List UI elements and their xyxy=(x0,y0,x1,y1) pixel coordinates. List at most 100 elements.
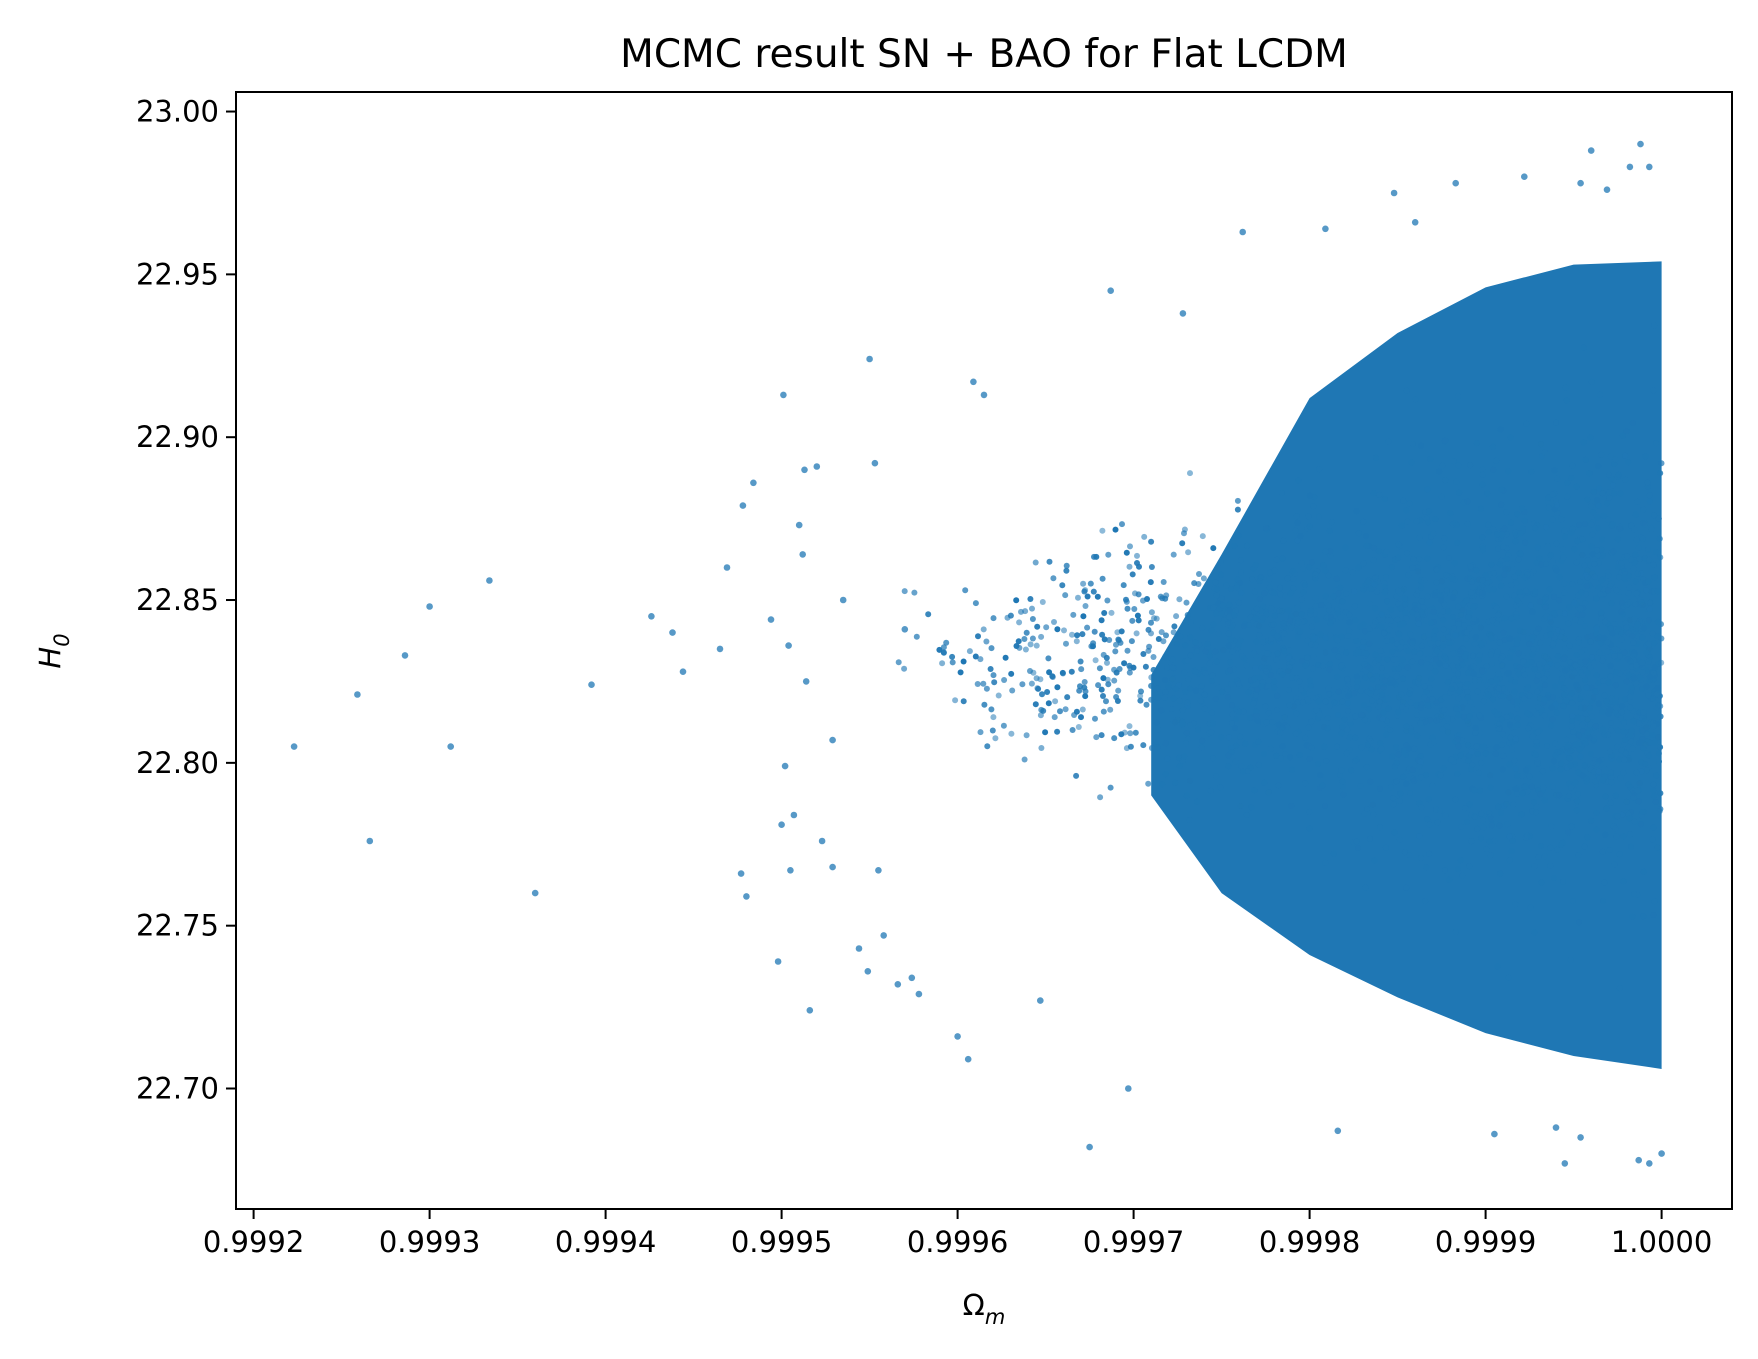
y-tick-label: 22.70 xyxy=(136,1072,219,1106)
cloud-point xyxy=(1451,589,1458,596)
cloud-point xyxy=(1137,697,1144,704)
cloud-point xyxy=(1639,659,1646,666)
cloud-point xyxy=(1505,789,1512,796)
cloud-point xyxy=(1403,742,1410,749)
cloud-point xyxy=(1388,637,1395,644)
cloud-point xyxy=(1322,649,1329,656)
cloud-point xyxy=(1525,635,1532,641)
cloud-point xyxy=(1233,742,1240,749)
cloud-point xyxy=(1581,843,1588,850)
cloud-point xyxy=(1423,772,1429,779)
cloud-point xyxy=(1617,490,1624,497)
x-tick-label: 0.9997 xyxy=(1083,1225,1184,1259)
cloud-point xyxy=(1654,691,1661,697)
cloud-point xyxy=(1617,775,1624,782)
cloud-point xyxy=(1187,470,1193,477)
cloud-point xyxy=(1212,696,1219,702)
cloud-point xyxy=(1474,825,1481,832)
cloud-point xyxy=(1327,620,1334,627)
cloud-point xyxy=(1210,720,1216,727)
cloud-point xyxy=(1625,756,1632,763)
cloud-point xyxy=(1463,635,1470,642)
cloud-point xyxy=(1172,779,1179,786)
cloud-point xyxy=(1169,676,1176,683)
cloud-point xyxy=(1524,788,1531,795)
cloud-point xyxy=(1098,617,1105,624)
cloud-point xyxy=(1409,658,1416,665)
cloud-point xyxy=(1432,668,1439,675)
cloud-point xyxy=(1506,761,1513,768)
cloud-point xyxy=(1651,322,1658,329)
cloud-point xyxy=(1575,852,1582,859)
cloud-point xyxy=(1165,682,1172,689)
cloud-point xyxy=(1511,757,1518,764)
cloud-point xyxy=(1039,691,1045,698)
cloud-point xyxy=(1279,743,1286,750)
cloud-point xyxy=(1646,645,1653,652)
cloud-point xyxy=(1107,784,1114,791)
cloud-point xyxy=(1608,774,1615,781)
cloud-point xyxy=(1522,783,1529,790)
cloud-point xyxy=(1459,661,1466,668)
cloud-point xyxy=(1464,681,1471,687)
data-point xyxy=(964,1055,972,1063)
cloud-point xyxy=(1535,672,1542,679)
cloud-point xyxy=(1583,591,1589,598)
cloud-point xyxy=(1415,568,1421,575)
cloud-point xyxy=(1511,573,1518,580)
data-point xyxy=(1577,179,1584,187)
cloud-point xyxy=(1322,859,1329,866)
cloud-point xyxy=(1431,636,1438,642)
cloud-point xyxy=(1651,739,1658,746)
cloud-point xyxy=(1577,605,1584,612)
cloud-point xyxy=(1273,656,1280,663)
cloud-point xyxy=(980,626,987,633)
cloud-point xyxy=(1353,684,1360,690)
cloud-point xyxy=(1274,692,1281,699)
data-point xyxy=(531,889,539,897)
cloud-point xyxy=(1516,589,1523,595)
cloud-point xyxy=(1584,557,1591,564)
cloud-point xyxy=(1397,621,1404,628)
cloud-point xyxy=(1295,633,1301,640)
cloud-point xyxy=(1630,565,1637,572)
cloud-point xyxy=(1439,462,1446,469)
cloud-point xyxy=(1584,670,1591,677)
cloud-point xyxy=(1606,489,1613,496)
cloud-point xyxy=(960,698,967,705)
cloud-point xyxy=(1098,732,1105,739)
cloud-point xyxy=(1367,585,1374,592)
cloud-point xyxy=(1335,653,1342,660)
cloud-point xyxy=(1616,653,1623,660)
cloud-point xyxy=(1360,560,1367,567)
cloud-point xyxy=(1625,590,1632,597)
cloud-point xyxy=(1487,746,1494,753)
cloud-point xyxy=(1613,587,1620,594)
cloud-point xyxy=(1372,605,1379,612)
cloud-point xyxy=(1029,616,1036,622)
cloud-point xyxy=(1529,608,1536,615)
cloud-point xyxy=(1427,640,1434,647)
cloud-point xyxy=(1063,567,1070,574)
cloud-point xyxy=(1275,782,1282,789)
cloud-point xyxy=(1520,658,1527,665)
cloud-point xyxy=(1576,732,1583,739)
cloud-point xyxy=(1327,552,1334,559)
cloud-point xyxy=(1170,551,1177,558)
cloud-point xyxy=(1582,740,1589,747)
cloud-point xyxy=(1302,734,1309,741)
cloud-point xyxy=(1433,699,1440,706)
cloud-point xyxy=(1544,664,1551,670)
cloud-point xyxy=(1045,700,1052,707)
cloud-point xyxy=(1501,615,1508,622)
cloud-point xyxy=(1213,773,1220,780)
cloud-point xyxy=(1294,604,1301,611)
data-point xyxy=(447,743,455,750)
cloud-point xyxy=(1304,696,1311,703)
cloud-point xyxy=(1308,744,1315,751)
cloud-point xyxy=(1069,727,1076,733)
y-tick-label: 22.95 xyxy=(136,257,219,291)
cloud-point xyxy=(1489,443,1496,450)
cloud-point xyxy=(1411,745,1418,752)
cloud-point xyxy=(1099,575,1106,582)
